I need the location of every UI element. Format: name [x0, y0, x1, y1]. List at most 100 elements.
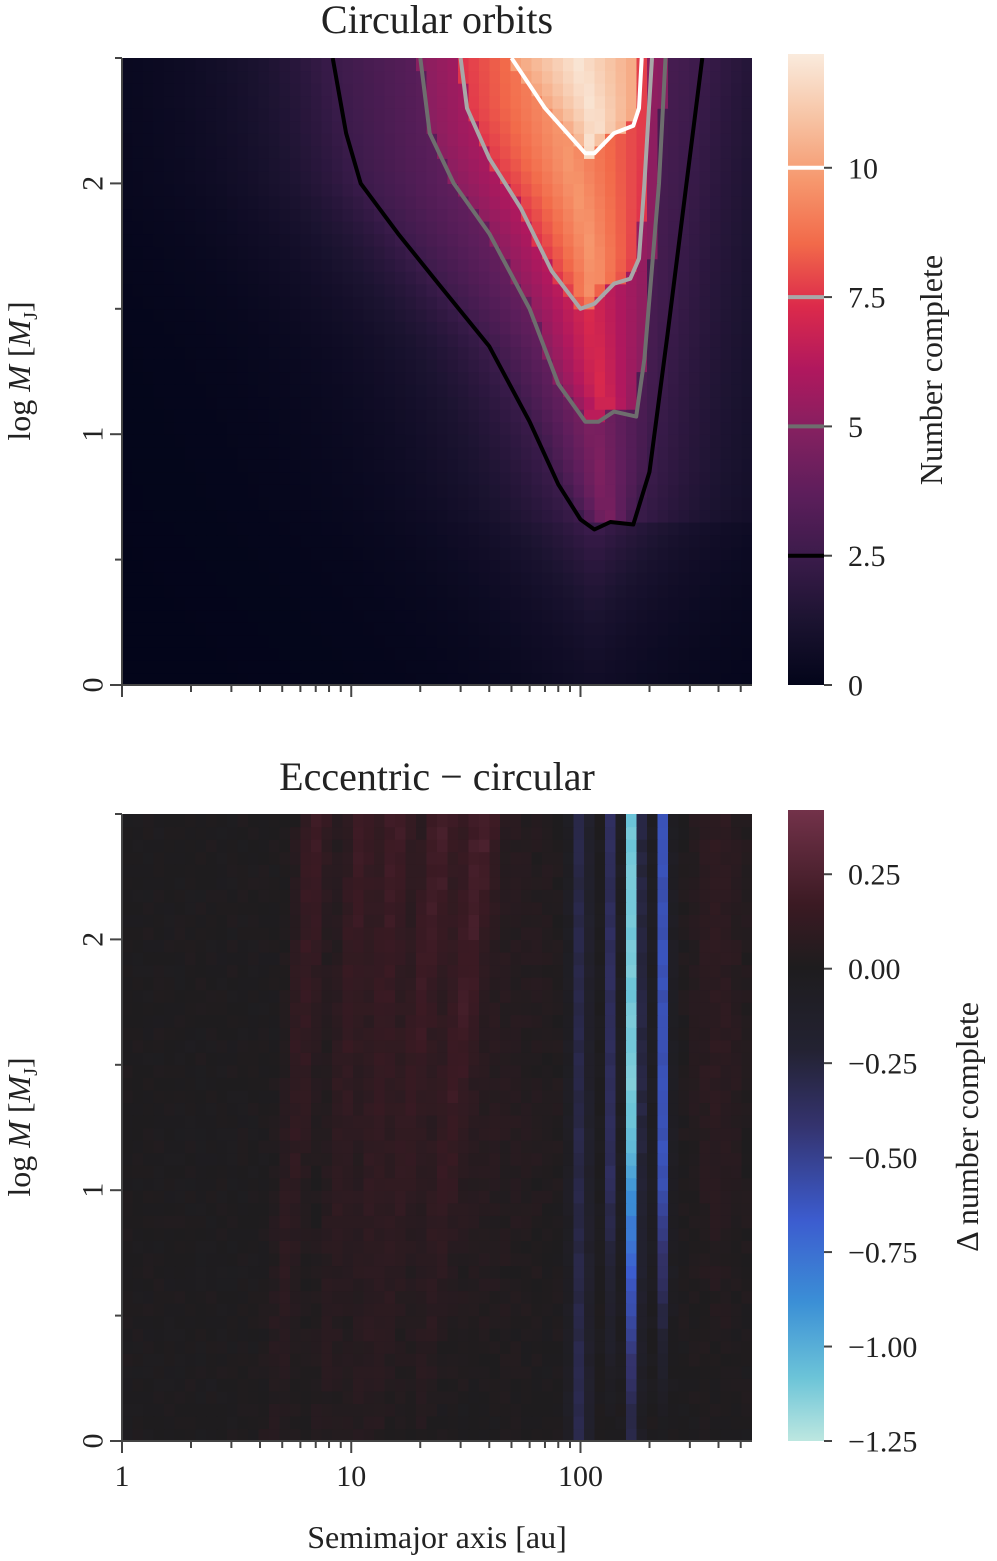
heatmap-cell	[279, 1265, 291, 1279]
heatmap-cell	[206, 484, 218, 498]
heatmap-cell	[227, 446, 239, 460]
heatmap-cell	[731, 1102, 743, 1116]
heatmap-cell	[374, 271, 386, 285]
heatmap-cell	[321, 221, 333, 235]
heatmap-cell	[699, 1303, 711, 1317]
heatmap-cell	[489, 459, 501, 473]
heatmap-cell	[741, 1177, 752, 1191]
heatmap-cell	[353, 547, 365, 561]
heatmap-cell	[479, 1077, 491, 1091]
heatmap-cell	[353, 1089, 365, 1104]
heatmap-cell	[248, 1114, 260, 1129]
heatmap-cell	[657, 183, 669, 197]
heatmap-cell	[636, 1039, 648, 1053]
heatmap-cell	[405, 622, 417, 636]
heatmap-cell	[342, 496, 354, 511]
heatmap-cell	[332, 1365, 344, 1379]
heatmap-cell	[143, 1064, 155, 1078]
heatmap-cell	[164, 358, 176, 373]
heatmap-cell	[605, 459, 617, 473]
heatmap-cell	[489, 1303, 501, 1317]
heatmap-cell	[710, 95, 722, 109]
heatmap-cell	[615, 1064, 627, 1078]
heatmap-cell	[237, 195, 249, 210]
heatmap-cell	[174, 371, 186, 385]
heatmap-cell	[384, 145, 396, 159]
heatmap-cell	[710, 1140, 722, 1154]
heatmap-cell	[164, 1152, 176, 1166]
heatmap-cell	[720, 1353, 732, 1367]
heatmap-cell	[689, 195, 701, 210]
heatmap-cell	[206, 1165, 218, 1179]
heatmap-cell	[237, 271, 249, 285]
heatmap-cell	[573, 1089, 585, 1104]
heatmap-cell	[731, 1177, 743, 1191]
heatmap-cell	[195, 120, 207, 134]
heatmap-cell	[321, 308, 333, 322]
heatmap-cell	[458, 1378, 470, 1392]
heatmap-cell	[689, 434, 701, 448]
heatmap-cell	[174, 1328, 186, 1342]
heatmap-cell	[321, 83, 333, 97]
ylabel-sub: J	[20, 312, 42, 320]
heatmap-cell	[615, 183, 627, 197]
heatmap-cell	[174, 283, 186, 297]
heatmap-cell	[279, 446, 291, 460]
heatmap-cell	[521, 459, 533, 473]
heatmap-cell	[353, 509, 365, 523]
heatmap-cell	[164, 1202, 176, 1216]
heatmap-cell	[248, 258, 260, 272]
heatmap-cell	[447, 333, 459, 348]
heatmap-cell	[384, 70, 396, 84]
heatmap-cell	[164, 1290, 176, 1304]
heatmap-cell	[321, 1064, 333, 1078]
heatmap-cell	[542, 1190, 554, 1204]
heatmap-cell	[395, 1428, 407, 1441]
heatmap-cell	[626, 346, 638, 360]
heatmap-cell	[227, 1428, 239, 1441]
heatmap-cell	[657, 258, 669, 272]
heatmap-cell	[153, 296, 165, 310]
heatmap-cell	[426, 1127, 438, 1141]
heatmap-cell	[605, 634, 617, 648]
heatmap-cell	[143, 1415, 155, 1430]
heatmap-cell	[143, 1328, 155, 1342]
heatmap-cell	[332, 371, 344, 385]
heatmap-cell	[206, 283, 218, 297]
heatmap-cell	[384, 1177, 396, 1191]
heatmap-cell	[626, 321, 638, 335]
heatmap-cell	[174, 333, 186, 348]
heatmap-cell	[573, 1303, 585, 1317]
heatmap-cell	[395, 1390, 407, 1404]
heatmap-cell	[563, 358, 575, 373]
heatmap-cell	[647, 1089, 659, 1104]
heatmap-cell	[290, 70, 302, 84]
heatmap-cell	[542, 659, 554, 674]
heatmap-cell	[332, 534, 344, 548]
heatmap-cell	[353, 1415, 365, 1430]
heatmap-cell	[657, 459, 669, 473]
heatmap-cell	[279, 95, 291, 109]
heatmap-cell	[594, 70, 606, 84]
heatmap-cell	[594, 597, 606, 611]
heatmap-cell	[626, 283, 638, 297]
heatmap-cell	[479, 371, 491, 385]
heatmap-cell	[678, 484, 690, 498]
heatmap-cell	[174, 647, 186, 661]
heatmap-cell	[479, 396, 491, 410]
heatmap-cell	[195, 221, 207, 235]
heatmap-cell	[174, 321, 186, 335]
heatmap-cell	[594, 634, 606, 648]
heatmap-cell	[248, 509, 260, 523]
heatmap-cell	[678, 158, 690, 172]
heatmap-cell	[405, 1077, 417, 1091]
heatmap-cell	[678, 1290, 690, 1304]
heatmap-cell	[122, 1165, 134, 1179]
heatmap-cell	[458, 371, 470, 385]
heatmap-cell	[384, 446, 396, 460]
heatmap-cell	[206, 1340, 218, 1354]
heatmap-cell	[174, 1077, 186, 1091]
heatmap-cell	[416, 95, 428, 109]
heatmap-cell	[636, 346, 648, 360]
heatmap-cell	[699, 471, 711, 485]
